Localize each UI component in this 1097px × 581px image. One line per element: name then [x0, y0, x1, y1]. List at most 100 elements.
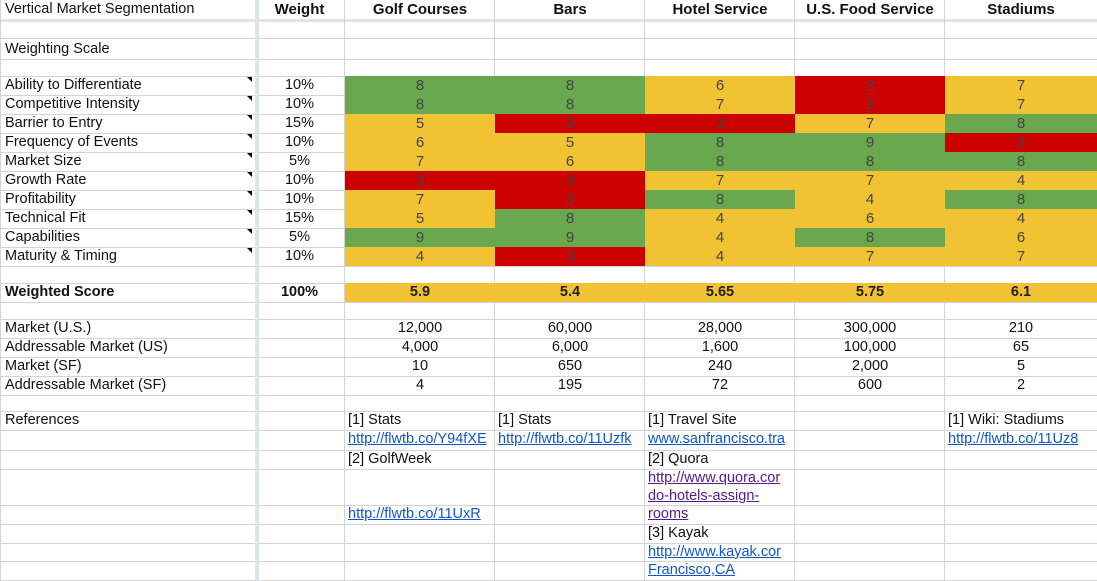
market-value-stadiums[interactable]: 2	[1016, 377, 1026, 393]
hotel-ref-2[interactable]: [2] Quora	[648, 451, 709, 467]
score-cell-food[interactable]: 2	[795, 76, 945, 95]
hotel-ref-2-link-c[interactable]: rooms	[648, 506, 689, 522]
market-value-golf[interactable]: 4	[415, 377, 425, 393]
score-cell-golf[interactable]: 7	[345, 190, 495, 209]
criterion-label[interactable]: Technical Fit	[5, 210, 86, 226]
score-cell-food[interactable]: 7	[795, 114, 945, 133]
criterion-weight[interactable]: 5%	[289, 153, 310, 169]
hotel-ref-3[interactable]: [3] Kayak	[648, 525, 709, 541]
comment-indicator-icon[interactable]	[247, 229, 252, 234]
weighted-score-hotel[interactable]: 5.65	[645, 283, 795, 302]
segment-header-food[interactable]: U.S. Food Service	[806, 1, 934, 18]
criterion-weight[interactable]: 10%	[284, 191, 315, 207]
market-value-bars[interactable]: 60,000	[547, 320, 593, 336]
criterion-weight[interactable]: 5%	[289, 229, 310, 245]
score-cell-golf[interactable]: 5	[345, 209, 495, 228]
market-value-food[interactable]: 100,000	[843, 339, 897, 355]
comment-indicator-icon[interactable]	[247, 191, 252, 196]
score-cell-bars[interactable]: 8	[495, 95, 645, 114]
market-value-food[interactable]: 300,000	[843, 320, 897, 336]
score-cell-stadiums[interactable]: 3	[945, 133, 1097, 152]
score-cell-bars[interactable]: 8	[495, 76, 645, 95]
bars-ref-1[interactable]: [1] Stats	[498, 412, 552, 428]
stadiums-ref-1[interactable]: [1] Wiki: Stadiums	[948, 412, 1065, 428]
score-cell-food[interactable]: 8	[795, 152, 945, 171]
weighting-scale-label[interactable]: Weighting Scale	[5, 41, 110, 57]
market-value-food[interactable]: 600	[857, 377, 883, 393]
comment-indicator-icon[interactable]	[247, 134, 252, 139]
score-cell-bars[interactable]: 3	[495, 190, 645, 209]
score-cell-golf[interactable]: 9	[345, 228, 495, 247]
score-cell-hotel[interactable]: 3	[645, 114, 795, 133]
criterion-weight[interactable]: 10%	[284, 96, 315, 112]
hotel-ref-3-link-a[interactable]: http://www.kayak.cor	[648, 544, 781, 560]
criterion-weight[interactable]: 10%	[284, 248, 315, 264]
criterion-label[interactable]: Market Size	[5, 153, 82, 169]
criterion-label[interactable]: Maturity & Timing	[5, 248, 117, 264]
score-cell-stadiums[interactable]: 6	[945, 228, 1097, 247]
comment-indicator-icon[interactable]	[247, 248, 252, 253]
weighted-score-total-weight[interactable]: 100%	[280, 284, 319, 300]
market-value-food[interactable]: 2,000	[851, 358, 889, 374]
score-cell-stadiums[interactable]: 7	[945, 76, 1097, 95]
score-cell-stadiums[interactable]: 4	[945, 209, 1097, 228]
weighted-score-bars[interactable]: 5.4	[495, 283, 645, 302]
score-cell-hotel[interactable]: 8	[645, 152, 795, 171]
segment-header-stadiums[interactable]: Stadiums	[987, 1, 1055, 18]
hotel-ref-2-link-a[interactable]: http://www.quora.cor	[648, 470, 781, 486]
score-cell-golf[interactable]: 3	[345, 171, 495, 190]
criterion-weight[interactable]: 15%	[284, 115, 315, 131]
score-cell-stadiums[interactable]: 7	[945, 247, 1097, 266]
market-label[interactable]: Addressable Market (US)	[5, 339, 168, 355]
criterion-label[interactable]: Ability to Differentiate	[5, 77, 142, 93]
golf-ref-1[interactable]: [1] Stats	[348, 412, 402, 428]
score-cell-food[interactable]: 9	[795, 133, 945, 152]
score-cell-hotel[interactable]: 4	[645, 228, 795, 247]
score-cell-food[interactable]: 7	[795, 247, 945, 266]
market-value-stadiums[interactable]: 65	[1012, 339, 1030, 355]
market-value-hotel[interactable]: 28,000	[697, 320, 743, 336]
market-value-hotel[interactable]: 72	[711, 377, 729, 393]
criterion-label[interactable]: Frequency of Events	[5, 134, 138, 150]
comment-indicator-icon[interactable]	[247, 96, 252, 101]
criterion-weight[interactable]: 15%	[284, 210, 315, 226]
weighted-score-golf[interactable]: 5.9	[345, 283, 495, 302]
hotel-ref-1-link[interactable]: www.sanfrancisco.tra	[648, 431, 785, 447]
market-value-bars[interactable]: 650	[557, 358, 583, 374]
market-value-hotel[interactable]: 240	[707, 358, 733, 374]
criterion-weight[interactable]: 10%	[284, 77, 315, 93]
comment-indicator-icon[interactable]	[247, 172, 252, 177]
score-cell-food[interactable]: 8	[795, 228, 945, 247]
score-cell-stadiums[interactable]: 8	[945, 152, 1097, 171]
comment-indicator-icon[interactable]	[247, 115, 252, 120]
score-cell-bars[interactable]: 3	[495, 247, 645, 266]
weighted-score-food[interactable]: 5.75	[795, 283, 945, 302]
golf-ref-2-link[interactable]: http://flwtb.co/11UxR	[348, 506, 481, 522]
score-cell-hotel[interactable]: 8	[645, 133, 795, 152]
score-cell-hotel[interactable]: 4	[645, 209, 795, 228]
market-value-hotel[interactable]: 1,600	[701, 339, 739, 355]
criterion-label[interactable]: Competitive Intensity	[5, 96, 140, 112]
market-label[interactable]: Addressable Market (SF)	[5, 377, 167, 393]
score-cell-bars[interactable]: 8	[495, 209, 645, 228]
score-cell-bars[interactable]: 5	[495, 133, 645, 152]
market-value-bars[interactable]: 6,000	[551, 339, 589, 355]
criterion-weight[interactable]: 10%	[284, 172, 315, 188]
market-value-golf[interactable]: 4,000	[401, 339, 439, 355]
score-cell-golf[interactable]: 5	[345, 114, 495, 133]
score-cell-food[interactable]: 7	[795, 171, 945, 190]
score-cell-golf[interactable]: 4	[345, 247, 495, 266]
weight-header[interactable]: Weight	[274, 1, 325, 18]
score-cell-golf[interactable]: 8	[345, 95, 495, 114]
market-label[interactable]: Market (SF)	[5, 358, 82, 374]
score-cell-bars[interactable]: 9	[495, 228, 645, 247]
market-label[interactable]: Market (U.S.)	[5, 320, 92, 336]
market-value-bars[interactable]: 195	[557, 377, 583, 393]
comment-indicator-icon[interactable]	[247, 153, 252, 158]
segment-header-bars[interactable]: Bars	[553, 1, 587, 18]
segment-header-golf[interactable]: Golf Courses	[372, 1, 468, 18]
score-cell-bars[interactable]: 6	[495, 152, 645, 171]
score-cell-stadiums[interactable]: 4	[945, 171, 1097, 190]
score-cell-golf[interactable]: 7	[345, 152, 495, 171]
score-cell-stadiums[interactable]: 7	[945, 95, 1097, 114]
